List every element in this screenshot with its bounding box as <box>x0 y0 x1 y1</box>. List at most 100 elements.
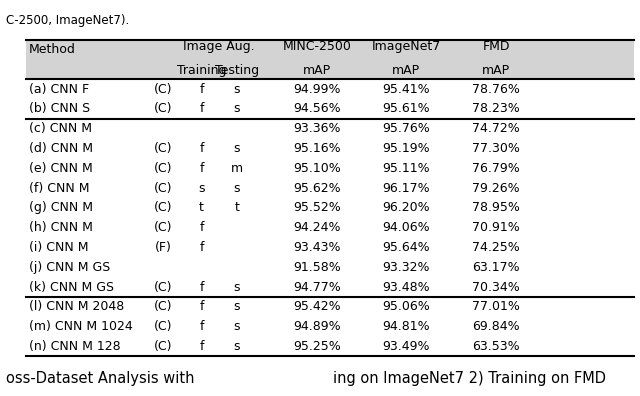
Text: 94.99%: 94.99% <box>293 83 340 95</box>
Text: 94.89%: 94.89% <box>293 320 340 333</box>
Text: s: s <box>234 182 240 194</box>
Text: (C): (C) <box>154 221 172 234</box>
Text: (l) CNN M 2048: (l) CNN M 2048 <box>29 301 124 313</box>
Text: 63.53%: 63.53% <box>472 340 520 353</box>
Text: 96.17%: 96.17% <box>383 182 430 194</box>
Text: 79.26%: 79.26% <box>472 182 520 194</box>
Text: f: f <box>199 221 204 234</box>
Text: 95.11%: 95.11% <box>383 162 430 175</box>
Text: (n) CNN M 128: (n) CNN M 128 <box>29 340 120 353</box>
Text: 95.42%: 95.42% <box>293 301 340 313</box>
Text: FMD: FMD <box>483 40 509 53</box>
Text: 95.19%: 95.19% <box>383 142 430 155</box>
Text: 95.62%: 95.62% <box>293 182 340 194</box>
Text: f: f <box>199 142 204 155</box>
Text: s: s <box>234 301 240 313</box>
Text: 94.06%: 94.06% <box>383 221 430 234</box>
Text: s: s <box>198 182 205 194</box>
Text: 91.58%: 91.58% <box>293 261 340 274</box>
Text: (C): (C) <box>154 340 172 353</box>
Text: 63.17%: 63.17% <box>472 261 520 274</box>
Text: (m) CNN M 1024: (m) CNN M 1024 <box>29 320 132 333</box>
Text: 95.41%: 95.41% <box>383 83 430 95</box>
Text: 69.84%: 69.84% <box>472 320 520 333</box>
Text: f: f <box>199 241 204 254</box>
Text: s: s <box>234 83 240 95</box>
Text: (f) CNN M: (f) CNN M <box>29 182 90 194</box>
Text: ImageNet7: ImageNet7 <box>372 40 441 53</box>
Text: t: t <box>234 202 239 214</box>
Text: 93.32%: 93.32% <box>383 261 430 274</box>
Text: 95.06%: 95.06% <box>383 301 430 313</box>
Text: f: f <box>199 340 204 353</box>
Text: (g) CNN M: (g) CNN M <box>29 202 93 214</box>
Text: 96.20%: 96.20% <box>383 202 430 214</box>
Text: t: t <box>199 202 204 214</box>
Text: mAP: mAP <box>482 64 510 77</box>
Text: 95.61%: 95.61% <box>383 103 430 115</box>
Text: 70.34%: 70.34% <box>472 281 520 293</box>
Text: MINC-2500: MINC-2500 <box>282 40 351 53</box>
Text: ing on ImageNet7 2) Training on FMD: ing on ImageNet7 2) Training on FMD <box>333 371 606 386</box>
Text: 76.79%: 76.79% <box>472 162 520 175</box>
Text: 77.01%: 77.01% <box>472 301 520 313</box>
Text: (k) CNN M GS: (k) CNN M GS <box>29 281 114 293</box>
Text: 93.36%: 93.36% <box>293 122 340 135</box>
Text: (C): (C) <box>154 83 172 95</box>
Text: (C): (C) <box>154 182 172 194</box>
Text: 74.72%: 74.72% <box>472 122 520 135</box>
Text: 95.52%: 95.52% <box>293 202 340 214</box>
Text: 95.16%: 95.16% <box>293 142 340 155</box>
Text: (C): (C) <box>154 301 172 313</box>
Text: Training: Training <box>177 64 227 77</box>
Text: mAP: mAP <box>392 64 420 77</box>
Text: s: s <box>234 340 240 353</box>
Text: 94.81%: 94.81% <box>383 320 430 333</box>
Text: 74.25%: 74.25% <box>472 241 520 254</box>
Text: 78.76%: 78.76% <box>472 83 520 95</box>
Text: 70.91%: 70.91% <box>472 221 520 234</box>
Text: (a) CNN F: (a) CNN F <box>29 83 89 95</box>
Text: s: s <box>234 142 240 155</box>
Text: s: s <box>234 320 240 333</box>
FancyBboxPatch shape <box>26 40 634 79</box>
Text: (C): (C) <box>154 281 172 293</box>
Text: f: f <box>199 103 204 115</box>
Text: mAP: mAP <box>303 64 331 77</box>
Text: (h) CNN M: (h) CNN M <box>29 221 93 234</box>
Text: Testing: Testing <box>215 64 259 77</box>
Text: 78.95%: 78.95% <box>472 202 520 214</box>
Text: 95.10%: 95.10% <box>293 162 340 175</box>
Text: f: f <box>199 281 204 293</box>
Text: 94.77%: 94.77% <box>293 281 340 293</box>
Text: 78.23%: 78.23% <box>472 103 520 115</box>
Text: (C): (C) <box>154 202 172 214</box>
Text: Image Aug.: Image Aug. <box>184 40 255 53</box>
Text: 93.48%: 93.48% <box>383 281 430 293</box>
Text: oss-Dataset Analysis with: oss-Dataset Analysis with <box>6 371 195 386</box>
Text: C-2500, ImageNet7).: C-2500, ImageNet7). <box>6 14 130 27</box>
Text: f: f <box>199 83 204 95</box>
Text: f: f <box>199 162 204 175</box>
Text: 94.56%: 94.56% <box>293 103 340 115</box>
Text: 94.24%: 94.24% <box>293 221 340 234</box>
Text: f: f <box>199 301 204 313</box>
Text: (e) CNN M: (e) CNN M <box>29 162 93 175</box>
Text: 77.30%: 77.30% <box>472 142 520 155</box>
Text: m: m <box>231 162 243 175</box>
Text: s: s <box>234 103 240 115</box>
Text: 93.49%: 93.49% <box>383 340 430 353</box>
Text: (F): (F) <box>155 241 172 254</box>
Text: (C): (C) <box>154 162 172 175</box>
Text: (b) CNN S: (b) CNN S <box>29 103 90 115</box>
Text: f: f <box>199 320 204 333</box>
Text: (C): (C) <box>154 320 172 333</box>
Text: (c) CNN M: (c) CNN M <box>29 122 92 135</box>
Text: 95.64%: 95.64% <box>383 241 430 254</box>
Text: 95.25%: 95.25% <box>293 340 340 353</box>
Text: 93.43%: 93.43% <box>293 241 340 254</box>
Text: s: s <box>234 281 240 293</box>
Text: (j) CNN M GS: (j) CNN M GS <box>29 261 110 274</box>
Text: (i) CNN M: (i) CNN M <box>29 241 88 254</box>
Text: Method: Method <box>29 43 76 56</box>
